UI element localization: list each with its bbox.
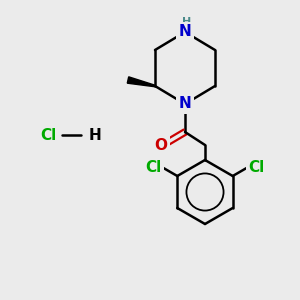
Text: N: N: [178, 25, 191, 40]
Text: O: O: [154, 137, 167, 152]
Text: H: H: [88, 128, 101, 142]
Text: Cl: Cl: [40, 128, 56, 142]
Text: Cl: Cl: [146, 160, 162, 175]
Text: N: N: [178, 97, 191, 112]
Text: H: H: [182, 17, 192, 27]
Polygon shape: [127, 77, 155, 87]
Text: Cl: Cl: [248, 160, 264, 175]
